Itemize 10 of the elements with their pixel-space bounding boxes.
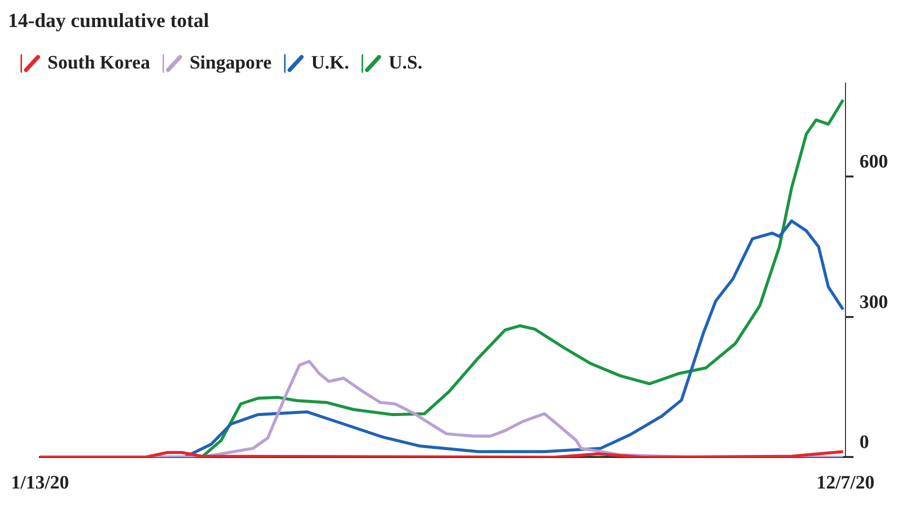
legend-label: U.K. [311, 52, 350, 74]
legend-label: South Korea [48, 52, 151, 74]
x-tick-label: 1/13/20 [11, 472, 70, 494]
x-tick-label: 12/7/20 [816, 472, 875, 494]
legend-label: Singapore [190, 52, 272, 74]
y-tick-label: 0 [860, 432, 869, 454]
chart-title: 14-day cumulative total [8, 10, 210, 32]
legend-label: U.S. [388, 52, 422, 74]
y-tick-label: 600 [860, 151, 888, 172]
y-tick-label: 300 [860, 292, 888, 313]
